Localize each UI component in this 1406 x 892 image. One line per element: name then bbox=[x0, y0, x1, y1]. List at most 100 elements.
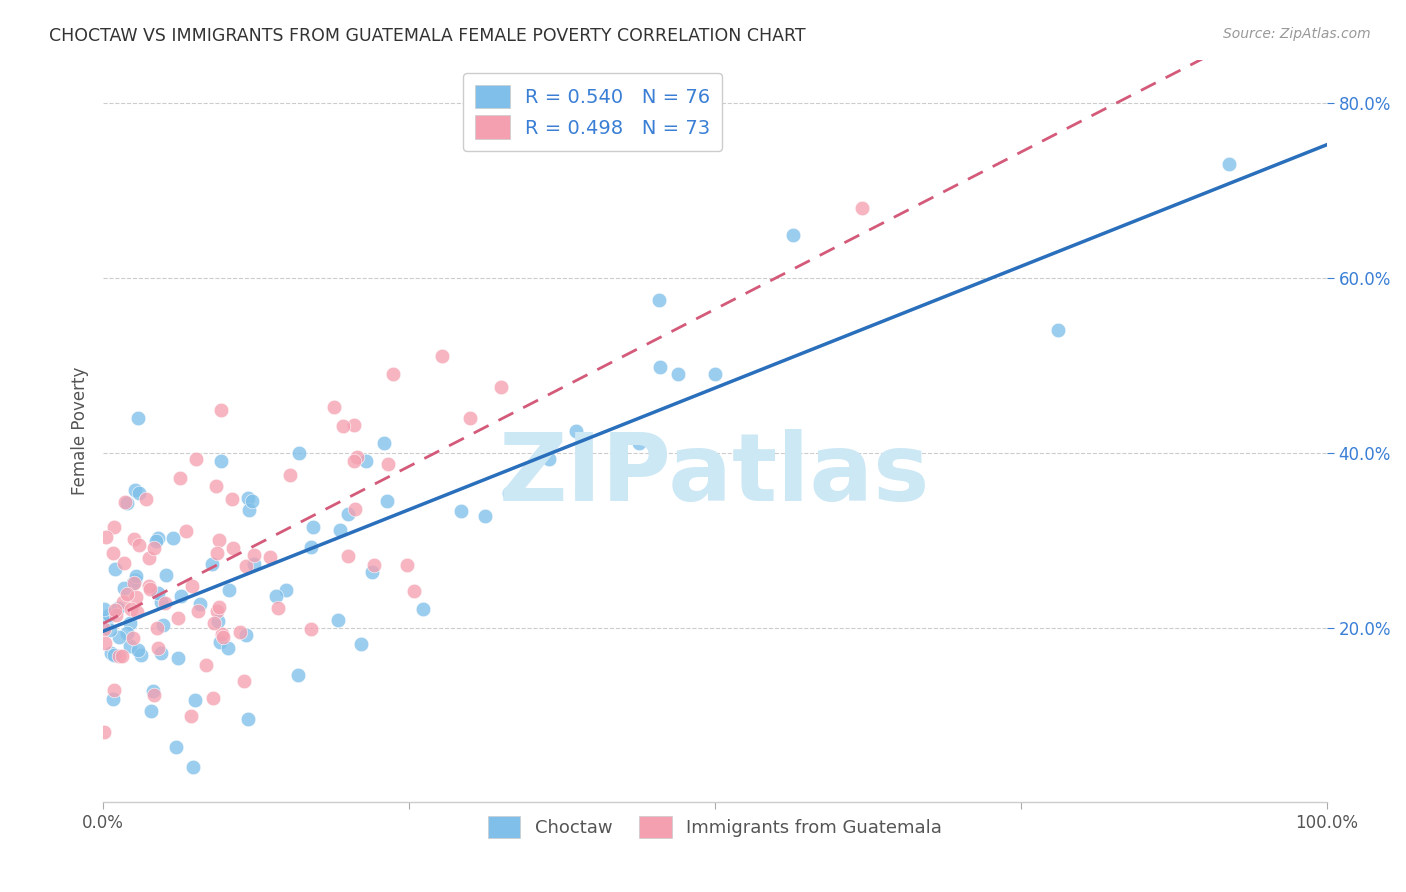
Point bbox=[666, 367, 689, 381]
Point bbox=[138, 550, 160, 565]
Point bbox=[361, 565, 384, 579]
Point bbox=[139, 582, 162, 596]
Point bbox=[208, 635, 231, 649]
Point bbox=[188, 597, 211, 611]
Point bbox=[104, 562, 127, 576]
Point bbox=[363, 558, 385, 573]
Point bbox=[103, 648, 125, 662]
Point bbox=[166, 611, 188, 625]
Point bbox=[235, 627, 257, 641]
Point bbox=[222, 541, 245, 555]
Point bbox=[238, 502, 260, 516]
Point bbox=[328, 613, 350, 627]
Point bbox=[111, 595, 134, 609]
Point bbox=[1218, 157, 1240, 171]
Point bbox=[217, 641, 239, 656]
Point bbox=[276, 583, 298, 598]
Point bbox=[209, 402, 232, 417]
Point bbox=[153, 595, 176, 609]
Point bbox=[105, 607, 128, 622]
Point bbox=[94, 530, 117, 544]
Point bbox=[135, 492, 157, 507]
Point bbox=[107, 601, 129, 615]
Point bbox=[565, 424, 588, 438]
Point bbox=[194, 657, 217, 672]
Point bbox=[143, 689, 166, 703]
Point bbox=[120, 616, 142, 631]
Point bbox=[146, 640, 169, 655]
Point bbox=[128, 486, 150, 500]
Point bbox=[412, 602, 434, 616]
Point bbox=[373, 435, 395, 450]
Point bbox=[288, 446, 311, 460]
Point bbox=[112, 582, 135, 596]
Point bbox=[212, 630, 235, 644]
Point bbox=[299, 541, 322, 555]
Point bbox=[628, 435, 651, 450]
Point bbox=[278, 467, 301, 482]
Point bbox=[127, 411, 149, 425]
Point bbox=[162, 531, 184, 545]
Point bbox=[124, 483, 146, 497]
Point bbox=[344, 502, 367, 516]
Text: CHOCTAW VS IMMIGRANTS FROM GUATEMALA FEMALE POVERTY CORRELATION CHART: CHOCTAW VS IMMIGRANTS FROM GUATEMALA FEM… bbox=[49, 27, 806, 45]
Point bbox=[127, 642, 149, 657]
Point bbox=[94, 636, 117, 650]
Point bbox=[207, 614, 229, 628]
Point bbox=[650, 359, 672, 374]
Point bbox=[152, 618, 174, 632]
Point bbox=[342, 454, 364, 468]
Point bbox=[1046, 323, 1069, 337]
Point bbox=[129, 648, 152, 662]
Point bbox=[146, 531, 169, 545]
Point bbox=[124, 573, 146, 587]
Point bbox=[264, 589, 287, 603]
Point bbox=[323, 400, 346, 414]
Point bbox=[103, 682, 125, 697]
Point bbox=[236, 712, 259, 726]
Point bbox=[100, 623, 122, 637]
Point bbox=[187, 604, 209, 618]
Point bbox=[229, 625, 252, 640]
Point bbox=[125, 590, 148, 604]
Point bbox=[128, 538, 150, 552]
Point bbox=[211, 454, 233, 468]
Point bbox=[122, 532, 145, 546]
Point bbox=[287, 668, 309, 682]
Point bbox=[142, 684, 165, 698]
Point bbox=[108, 630, 131, 644]
Point bbox=[218, 583, 240, 598]
Point bbox=[377, 457, 399, 471]
Point bbox=[233, 674, 256, 689]
Point bbox=[93, 724, 115, 739]
Point bbox=[181, 760, 204, 774]
Point bbox=[207, 604, 229, 618]
Point bbox=[238, 491, 260, 505]
Point bbox=[138, 579, 160, 593]
Point bbox=[354, 454, 377, 468]
Point bbox=[100, 646, 122, 660]
Point bbox=[259, 549, 281, 564]
Point bbox=[474, 509, 496, 524]
Point bbox=[498, 486, 520, 500]
Point bbox=[111, 649, 134, 664]
Point bbox=[114, 495, 136, 509]
Point bbox=[124, 569, 146, 583]
Point bbox=[205, 479, 228, 493]
Text: Source: ZipAtlas.com: Source: ZipAtlas.com bbox=[1223, 27, 1371, 41]
Point bbox=[93, 602, 115, 616]
Point bbox=[104, 603, 127, 617]
Point bbox=[139, 704, 162, 718]
Point bbox=[146, 586, 169, 600]
Point bbox=[181, 579, 204, 593]
Point bbox=[97, 608, 120, 623]
Point bbox=[703, 367, 725, 381]
Point bbox=[375, 494, 398, 508]
Point bbox=[489, 380, 512, 394]
Point bbox=[208, 600, 231, 615]
Point bbox=[430, 349, 453, 363]
Point bbox=[120, 639, 142, 653]
Point bbox=[166, 651, 188, 665]
Point bbox=[266, 601, 288, 615]
Point bbox=[240, 494, 263, 508]
